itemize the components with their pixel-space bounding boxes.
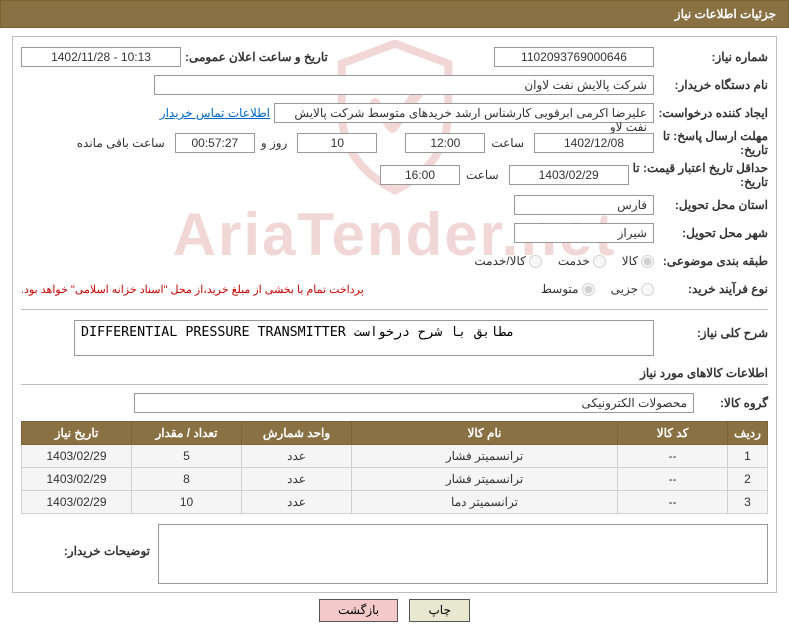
cell-1-2: ترانسمیتر فشار [352, 468, 618, 491]
cell-0-4: 5 [132, 445, 242, 468]
label-need-no: شماره نیاز: [658, 50, 768, 64]
cell-0-1: -- [618, 445, 728, 468]
field-valid-time: 16:00 [380, 165, 460, 185]
back-button[interactable]: بازگشت [319, 599, 398, 622]
subject-radio-group: کالا خدمت کالا/خدمت [462, 254, 654, 268]
col-header-2: نام کالا [352, 422, 618, 445]
col-header-4: تعداد / مقدار [132, 422, 242, 445]
row-valid: حداقل تاریخ اعتبار قیمت: تا تاریخ: 1403/… [21, 161, 768, 189]
row-need-desc: شرح کلی نیاز: [21, 320, 768, 356]
row-city: شهر محل تحویل: شیراز [21, 221, 768, 245]
row-buyer-notes: توضیحات خریدار: [21, 514, 768, 584]
label-city: شهر محل تحویل: [658, 226, 768, 240]
row-deadline: مهلت ارسال پاسخ: تا تاریخ: 1402/12/08 سا… [21, 129, 768, 157]
col-header-3: واحد شمارش [242, 422, 352, 445]
payment-note: پرداخت تمام یا بخشی از مبلغ خرید،از محل … [21, 283, 364, 296]
radio-subject-0[interactable]: کالا [622, 254, 654, 268]
cell-1-3: عدد [242, 468, 352, 491]
items-table: ردیفکد کالانام کالاواحد شمارشتعداد / مقد… [21, 421, 768, 514]
field-valid-date: 1403/02/29 [509, 165, 629, 185]
cell-1-1: -- [618, 468, 728, 491]
table-row: 2--ترانسمیتر فشارعدد81403/02/29 [22, 468, 768, 491]
label-announce-dt: تاریخ و ساعت اعلان عمومی: [185, 50, 328, 64]
field-buyer-org: شرکت پالایش نفت لاوان [154, 75, 654, 95]
cell-1-5: 1403/02/29 [22, 468, 132, 491]
cell-0-0: 1 [728, 445, 768, 468]
cell-1-4: 8 [132, 468, 242, 491]
buyer-notes-box [158, 524, 768, 584]
cell-0-2: ترانسمیتر فشار [352, 445, 618, 468]
label-buyer-org: نام دستگاه خریدار: [658, 78, 768, 92]
print-button[interactable]: چاپ [409, 599, 469, 622]
field-city: شیراز [514, 223, 654, 243]
field-need-no: 1102093769000646 [494, 47, 654, 67]
cell-2-1: -- [618, 491, 728, 514]
row-item-group: گروه کالا: محصولات الکترونیکی [21, 391, 768, 415]
row-purchase-type: نوع فرآیند خرید: جزیی متوسط پرداخت تمام ی… [21, 277, 768, 301]
cell-0-5: 1403/02/29 [22, 445, 132, 468]
radio-purchase-1[interactable]: متوسط [541, 282, 595, 296]
label-buyer-notes: توضیحات خریدار: [64, 524, 150, 558]
radio-subject-1[interactable]: خدمت [558, 254, 606, 268]
panel-title: جزئیات اطلاعات نیاز [0, 0, 789, 28]
field-province: فارس [514, 195, 654, 215]
cell-1-0: 2 [728, 468, 768, 491]
label-remaining: ساعت باقی مانده [77, 136, 165, 150]
row-subject-class: طبقه بندی موضوعی: کالا خدمت کالا/خدمت [21, 249, 768, 273]
row-creator: ایجاد کننده درخواست: علیرضا اکرمی ابرقوی… [21, 101, 768, 125]
row-buyer-org: نام دستگاه خریدار: شرکت پالایش نفت لاوان [21, 73, 768, 97]
row-need-no: شماره نیاز: 1102093769000646 تاریخ و ساع… [21, 45, 768, 69]
radio-subject-2[interactable]: کالا/خدمت [474, 254, 541, 268]
purchase-radio-group: جزیی متوسط [529, 282, 654, 296]
col-header-5: تاریخ نیاز [22, 422, 132, 445]
buyer-contact-link[interactable]: اطلاعات تماس خریدار [160, 106, 270, 120]
label-creator: ایجاد کننده درخواست: [658, 106, 768, 120]
label-purchase-type: نوع فرآیند خرید: [658, 282, 768, 296]
form-panel: AriaTender.net شماره نیاز: 1102093769000… [12, 36, 777, 593]
field-item-group: محصولات الکترونیکی [134, 393, 694, 413]
cell-2-2: ترانسمیتر دما [352, 491, 618, 514]
row-province: استان محل تحویل: فارس [21, 193, 768, 217]
label-days-and: روز و [261, 136, 288, 150]
col-header-1: کد کالا [618, 422, 728, 445]
label-province: استان محل تحویل: [658, 198, 768, 212]
table-row: 3--ترانسمیتر دماعدد101403/02/29 [22, 491, 768, 514]
field-creator: علیرضا اکرمی ابرقویی کارشناس ارشد خریدها… [274, 103, 654, 123]
cell-2-5: 1403/02/29 [22, 491, 132, 514]
cell-2-4: 10 [132, 491, 242, 514]
label-need-desc: شرح کلی نیاز: [658, 320, 768, 340]
label-item-group: گروه کالا: [698, 396, 768, 410]
field-deadline-date: 1402/12/08 [534, 133, 654, 153]
label-subject-class: طبقه بندی موضوعی: [658, 254, 768, 268]
col-header-0: ردیف [728, 422, 768, 445]
label-deadline: مهلت ارسال پاسخ: تا تاریخ: [658, 129, 768, 157]
field-remaining-hms: 00:57:27 [175, 133, 255, 153]
cell-0-3: عدد [242, 445, 352, 468]
label-valid: حداقل تاریخ اعتبار قیمت: تا تاریخ: [633, 161, 768, 189]
field-deadline-time: 12:00 [405, 133, 485, 153]
field-remaining-days: 10 [297, 133, 377, 153]
button-row: چاپ بازگشت [0, 599, 789, 622]
divider-1 [21, 309, 768, 310]
cell-2-0: 3 [728, 491, 768, 514]
items-section-header: اطلاعات کالاهای مورد نیاز [21, 366, 768, 385]
label-time-1: ساعت [491, 136, 524, 150]
radio-purchase-0[interactable]: جزیی [611, 282, 654, 296]
need-desc-textarea[interactable] [74, 320, 654, 356]
label-time-2: ساعت [466, 168, 499, 182]
field-announce-dt: 1402/11/28 - 10:13 [21, 47, 181, 67]
table-row: 1--ترانسمیتر فشارعدد51403/02/29 [22, 445, 768, 468]
cell-2-3: عدد [242, 491, 352, 514]
